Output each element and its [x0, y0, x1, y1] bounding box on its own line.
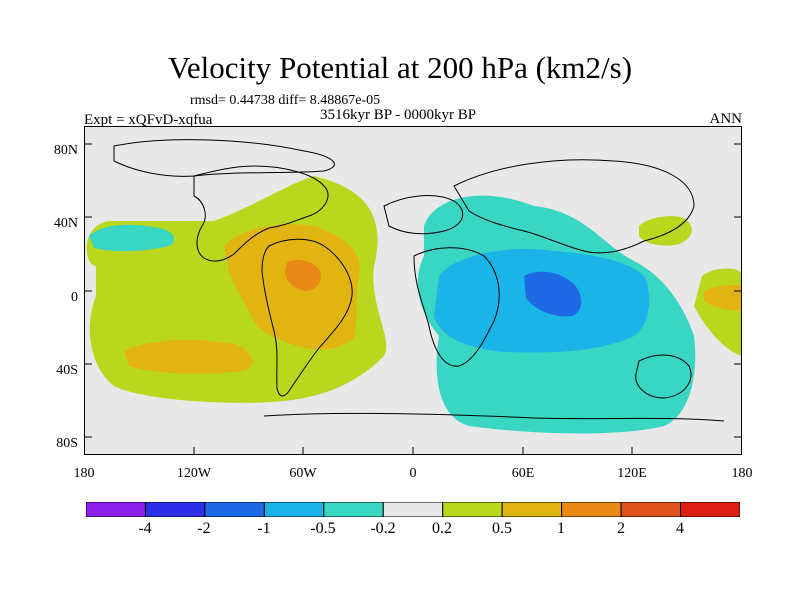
lat-label-40n: 40N: [53, 216, 78, 231]
lon-label-0: 0: [409, 466, 417, 481]
contour-positive-0.2-nw-pacific: [639, 216, 692, 246]
colorbar-label: 0.5: [492, 520, 512, 537]
colorbar-label: -0.2: [370, 520, 396, 537]
lon-label-180w: 180: [73, 466, 95, 481]
lat-label-0: 0: [71, 290, 78, 305]
contour-positive-1: [285, 259, 322, 291]
lon-label-120w: 120W: [176, 466, 212, 481]
contour-positive-0.5: [224, 224, 360, 350]
lon-label-60e: 60E: [511, 466, 535, 481]
contour-negative-1: [524, 271, 582, 317]
colorbar-swatch: [323, 502, 384, 517]
colorbar-swatch: [561, 502, 622, 517]
contour-positive-0.5-sw: [124, 340, 253, 374]
colorbar-label: -4: [138, 520, 152, 537]
experiment-label: Expt = xQFvD-xqfua: [84, 112, 213, 128]
colorbar-swatch: [204, 502, 265, 517]
colorbar: [86, 502, 740, 517]
lon-label-120e: 120E: [617, 466, 647, 481]
colorbar-swatch: [620, 502, 682, 517]
lat-label-40s: 40S: [56, 363, 78, 378]
colorbar-swatch: [680, 502, 740, 517]
colorbar-swatch: [263, 502, 325, 517]
lon-label-60w: 60W: [289, 466, 317, 481]
colorbar-swatch: [382, 502, 444, 517]
colorbar-label: -0.5: [310, 520, 336, 537]
contour-positive-0.5-east: [704, 284, 742, 311]
period-label: 3516kyr BP - 0000kyr BP: [320, 107, 477, 123]
colorbar-swatch: [86, 502, 146, 517]
coastlines: [113, 139, 725, 422]
lon-ticks: [193, 447, 633, 455]
contour-negative-0.2-pacific: [89, 224, 175, 252]
colorbar-label: -2: [197, 520, 211, 537]
lat-label-80n: 80N: [53, 143, 78, 158]
colorbar-label: 4: [676, 520, 684, 537]
lon-label-180e: 180: [731, 466, 753, 481]
lat-ticks: [84, 143, 742, 438]
rmsd-diff-stats: rmsd= 0.44738 diff= 8.48867e-05: [190, 93, 381, 108]
season-label: ANN: [709, 111, 743, 127]
colorbar-swatch: [144, 502, 206, 517]
colorbar-label: -1: [257, 520, 271, 537]
velocity-potential-map: [84, 126, 742, 455]
colorbar-label: 2: [617, 520, 625, 537]
colorbar-label: 0.2: [432, 520, 452, 537]
colorbar-label: 1: [557, 520, 565, 537]
lat-label-80s: 80S: [56, 436, 78, 451]
colorbar-swatch: [442, 502, 503, 517]
plot-title: Velocity Potential at 200 hPa (km2/s): [167, 50, 633, 85]
colorbar-swatch: [501, 502, 563, 517]
